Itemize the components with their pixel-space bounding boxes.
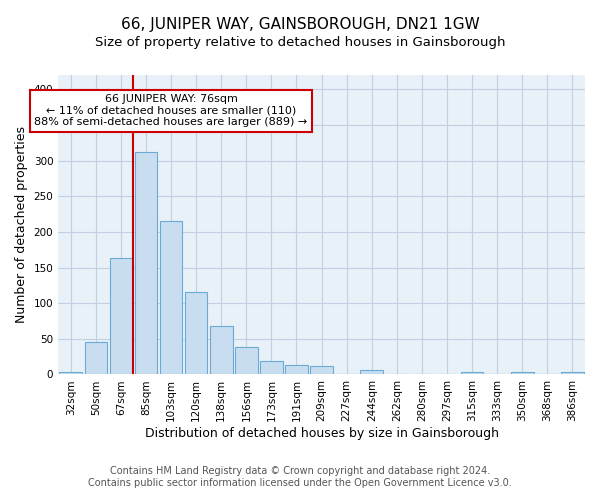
Bar [85,342,107,374]
Bar [210,326,233,374]
Bar [285,365,308,374]
Text: 66 JUNIPER WAY: 76sqm
← 11% of detached houses are smaller (110)
88% of semi-det: 66 JUNIPER WAY: 76sqm ← 11% of detached … [34,94,308,128]
Bar [511,372,533,374]
Bar [185,292,208,374]
Bar [110,258,132,374]
Text: 66, JUNIPER WAY, GAINSBOROUGH, DN21 1GW: 66, JUNIPER WAY, GAINSBOROUGH, DN21 1GW [121,18,479,32]
Bar [134,152,157,374]
Bar [160,221,182,374]
Bar [310,366,333,374]
Y-axis label: Number of detached properties: Number of detached properties [15,126,28,323]
Bar [461,372,484,374]
Bar [59,372,82,374]
Text: Contains HM Land Registry data © Crown copyright and database right 2024.
Contai: Contains HM Land Registry data © Crown c… [88,466,512,487]
Bar [361,370,383,374]
Bar [260,361,283,374]
X-axis label: Distribution of detached houses by size in Gainsborough: Distribution of detached houses by size … [145,427,499,440]
Text: Size of property relative to detached houses in Gainsborough: Size of property relative to detached ho… [95,36,505,49]
Bar [235,348,257,374]
Bar [561,372,584,374]
